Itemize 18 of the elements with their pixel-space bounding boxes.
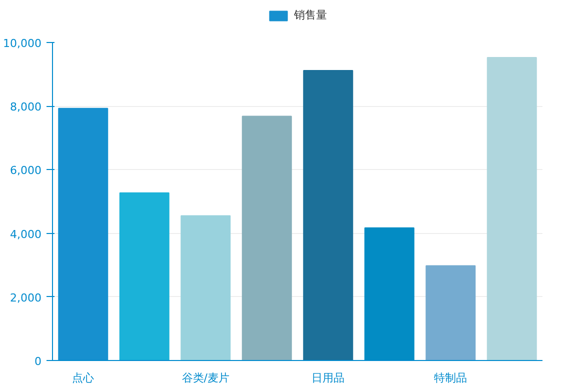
y-tick-label: 0 (34, 355, 42, 368)
legend-label: 销售量 (294, 8, 327, 22)
bar (119, 192, 170, 360)
bar (426, 265, 476, 360)
bar (303, 70, 354, 360)
y-tick-label: 10,000 (3, 37, 42, 50)
bar (486, 56, 537, 360)
bar (180, 215, 231, 360)
bar (242, 116, 292, 360)
y-tick-label: 6,000 (10, 164, 42, 178)
x-tick-label: 特制品 (434, 372, 468, 384)
y-tick-label: 4,000 (10, 228, 42, 241)
y-tick-label: 8,000 (10, 100, 42, 114)
x-tick-label: 日用品 (312, 372, 345, 384)
x-tick-label: 谷类/麦片 (182, 372, 230, 384)
x-tick-label: 点心 (72, 372, 94, 384)
y-tick-label: 2,000 (10, 291, 42, 304)
bar (58, 108, 108, 360)
